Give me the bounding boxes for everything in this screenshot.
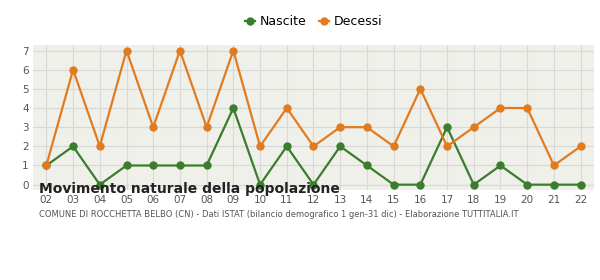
Nascite xyxy=(123,164,130,167)
Decessi xyxy=(577,145,584,148)
Nascite xyxy=(470,183,478,186)
Decessi xyxy=(176,49,184,52)
Nascite xyxy=(443,125,451,129)
Nascite xyxy=(550,183,557,186)
Nascite xyxy=(203,164,210,167)
Decessi xyxy=(470,125,478,129)
Nascite xyxy=(524,183,531,186)
Decessi xyxy=(43,164,50,167)
Decessi xyxy=(390,145,397,148)
Nascite xyxy=(96,183,103,186)
Decessi xyxy=(443,145,451,148)
Decessi xyxy=(417,87,424,90)
Decessi xyxy=(256,145,263,148)
Text: Movimento naturale della popolazione: Movimento naturale della popolazione xyxy=(38,182,340,196)
Nascite xyxy=(337,145,344,148)
Nascite xyxy=(230,106,237,110)
Decessi xyxy=(550,164,557,167)
Nascite xyxy=(390,183,397,186)
Line: Nascite: Nascite xyxy=(43,104,584,188)
Nascite xyxy=(497,164,504,167)
Nascite xyxy=(256,183,263,186)
Nascite xyxy=(577,183,584,186)
Decessi xyxy=(283,106,290,110)
Nascite xyxy=(310,183,317,186)
Legend: Nascite, Decessi: Nascite, Decessi xyxy=(239,10,388,33)
Nascite xyxy=(43,164,50,167)
Nascite xyxy=(283,145,290,148)
Decessi xyxy=(70,68,77,71)
Decessi xyxy=(497,106,504,110)
Decessi xyxy=(123,49,130,52)
Decessi xyxy=(310,145,317,148)
Decessi xyxy=(96,145,103,148)
Nascite xyxy=(70,145,77,148)
Decessi xyxy=(230,49,237,52)
Decessi xyxy=(337,125,344,129)
Nascite xyxy=(417,183,424,186)
Nascite xyxy=(364,164,371,167)
Text: COMUNE DI ROCCHETTA BELBO (CN) - Dati ISTAT (bilancio demografico 1 gen-31 dic) : COMUNE DI ROCCHETTA BELBO (CN) - Dati IS… xyxy=(38,210,518,219)
Line: Decessi: Decessi xyxy=(43,47,584,169)
Decessi xyxy=(149,125,157,129)
Decessi xyxy=(203,125,210,129)
Nascite xyxy=(149,164,157,167)
Decessi xyxy=(524,106,531,110)
Nascite xyxy=(176,164,184,167)
Decessi xyxy=(364,125,371,129)
